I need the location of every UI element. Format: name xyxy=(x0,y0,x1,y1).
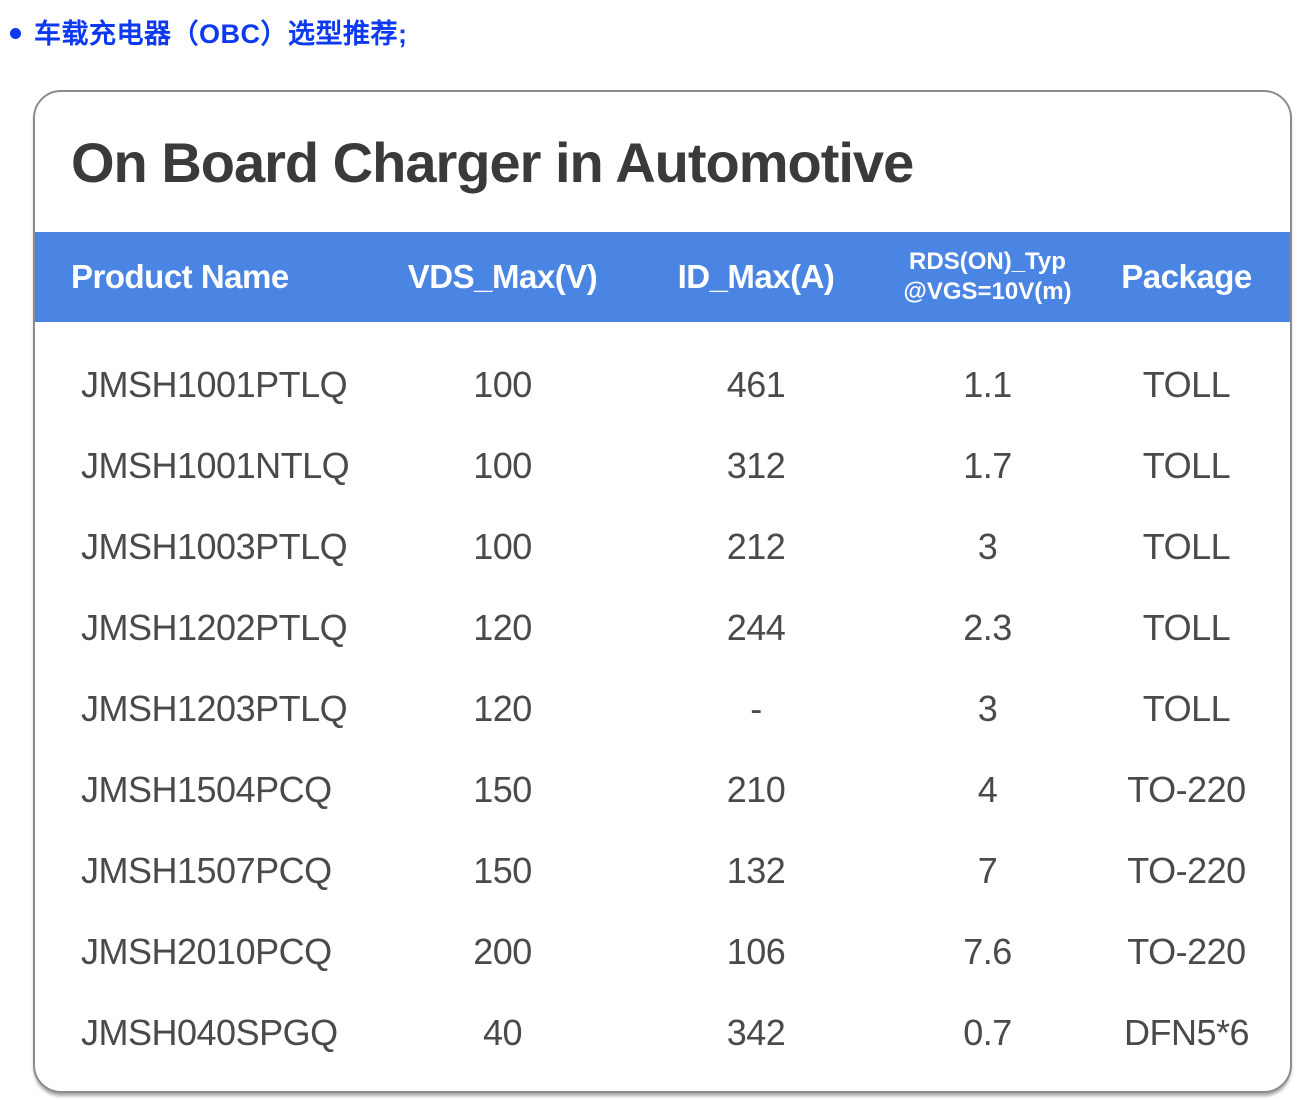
cell-id-max: 312 xyxy=(726,444,786,486)
table-row: JMSH1001NTLQ 100 312 1.7 TOLL xyxy=(35,425,1290,506)
cell-rds-on-typ: 7 xyxy=(977,849,998,891)
cell-rds-on-typ: 0.7 xyxy=(963,1011,1012,1053)
cell-package: TO-220 xyxy=(1127,849,1246,891)
cell-id-max: - xyxy=(750,687,762,729)
cell-id-max: 132 xyxy=(726,849,786,891)
cell-id-max: 210 xyxy=(726,768,786,810)
cell-package: TOLL xyxy=(1142,363,1231,405)
cell-product-name: JMSH2010PCQ xyxy=(81,930,332,972)
column-header-vds-max: VDS_Max(V) xyxy=(407,258,598,295)
cell-vds-max: 100 xyxy=(473,363,532,405)
table-row: JMSH1202PTLQ 120 244 2.3 TOLL xyxy=(35,587,1290,668)
table-row: JMSH1504PCQ 150 210 4 TO-220 xyxy=(35,749,1290,830)
column-header-package: Package xyxy=(1121,258,1252,295)
cell-vds-max: 120 xyxy=(473,687,532,729)
table-row: JMSH1001PTLQ 100 461 1.1 TOLL xyxy=(35,344,1290,425)
cell-product-name: JMSH1203PTLQ xyxy=(81,687,348,729)
cell-rds-on-typ: 1.1 xyxy=(963,363,1012,405)
cell-rds-on-typ: 4 xyxy=(977,768,998,810)
table-header-row: Product Name VDS_Max(V) ID_Max(A) RDS(ON… xyxy=(35,232,1290,322)
cell-rds-on-typ: 3 xyxy=(977,525,998,567)
cell-package: TO-220 xyxy=(1127,930,1246,972)
cell-rds-on-typ: 7.6 xyxy=(963,930,1012,972)
cell-vds-max: 100 xyxy=(473,525,532,567)
table-row: JMSH1507PCQ 150 132 7 TO-220 xyxy=(35,830,1290,911)
page-heading-label: 车载充电器（OBC）选型推荐; xyxy=(34,19,408,49)
cell-package: TO-220 xyxy=(1127,768,1246,810)
column-header-id-max: ID_Max(A) xyxy=(677,258,835,295)
cell-package: TOLL xyxy=(1142,687,1231,729)
table-row: JMSH040SPGQ 40 342 0.7 DFN5*6 xyxy=(35,992,1290,1073)
cell-product-name: JMSH1001PTLQ xyxy=(81,363,348,405)
cell-vds-max: 40 xyxy=(482,1011,523,1053)
cell-rds-on-typ: 3 xyxy=(977,687,998,729)
table-body: JMSH1001PTLQ 100 461 1.1 TOLL JMSH1001NT… xyxy=(35,322,1290,1073)
cell-id-max: 212 xyxy=(726,525,786,567)
table-row: JMSH2010PCQ 200 106 7.6 TO-220 xyxy=(35,911,1290,992)
column-header-product-name: Product Name xyxy=(71,258,289,295)
cell-package: DFN5*6 xyxy=(1123,1011,1250,1053)
cell-id-max: 461 xyxy=(726,363,786,405)
cell-package: TOLL xyxy=(1142,606,1231,648)
table-row: JMSH1203PTLQ 120 - 3 TOLL xyxy=(35,668,1290,749)
card-title: On Board Charger in Automotive xyxy=(71,130,914,194)
cell-package: TOLL xyxy=(1142,444,1231,486)
cell-vds-max: 150 xyxy=(473,768,532,810)
cell-product-name: JMSH1202PTLQ xyxy=(81,606,348,648)
column-header-rds-on-typ: RDS(ON)_Typ @VGS=10V(m) xyxy=(903,248,1072,305)
cell-vds-max: 150 xyxy=(473,849,532,891)
product-table-card: On Board Charger in Automotive Product N… xyxy=(33,90,1292,1093)
cell-package: TOLL xyxy=(1142,525,1231,567)
cell-id-max: 244 xyxy=(726,606,786,648)
cell-rds-on-typ: 2.3 xyxy=(963,606,1012,648)
page-heading: 车载充电器（OBC）选型推荐; xyxy=(10,12,408,51)
cell-id-max: 106 xyxy=(726,930,786,972)
table-row: JMSH1003PTLQ 100 212 3 TOLL xyxy=(35,506,1290,587)
cell-vds-max: 120 xyxy=(473,606,532,648)
cell-product-name: JMSH1001NTLQ xyxy=(81,444,350,486)
cell-product-name: JMSH040SPGQ xyxy=(81,1011,338,1053)
cell-rds-on-typ: 1.7 xyxy=(963,444,1012,486)
cell-product-name: JMSH1507PCQ xyxy=(81,849,332,891)
cell-vds-max: 200 xyxy=(473,930,532,972)
bullet-icon xyxy=(10,27,21,39)
cell-vds-max: 100 xyxy=(473,444,532,486)
cell-product-name: JMSH1504PCQ xyxy=(81,768,332,810)
cell-product-name: JMSH1003PTLQ xyxy=(81,525,348,567)
cell-id-max: 342 xyxy=(726,1011,786,1053)
